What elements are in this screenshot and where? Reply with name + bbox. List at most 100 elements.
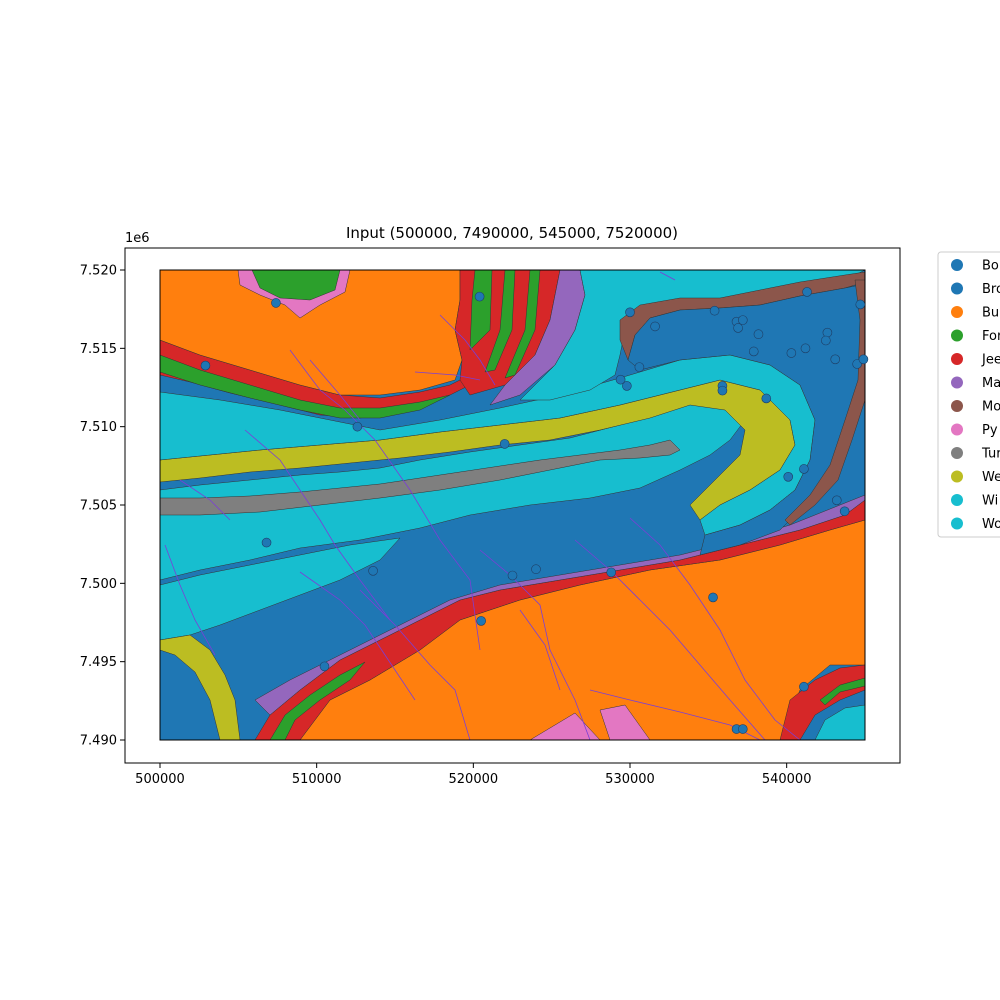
y-offset-label: 1e6 — [125, 231, 150, 246]
legend-label: Mo — [982, 400, 1000, 415]
data-point — [799, 681, 809, 692]
y-tick-label: 7.500 — [80, 577, 117, 592]
legend-label: Jee — [981, 353, 1000, 368]
data-point — [606, 567, 617, 578]
data-point — [802, 287, 812, 297]
legend-label: Tur — [981, 447, 1000, 462]
unit-py-south2 — [599, 704, 651, 740]
y-tick-label: 7.515 — [80, 342, 117, 357]
data-point — [650, 321, 660, 332]
unit-for-se — [819, 677, 865, 706]
legend-label: Bo — [982, 259, 999, 274]
legend-marker — [951, 282, 963, 295]
legend-label: Bu — [982, 306, 999, 321]
unit-for-nc2 — [484, 270, 516, 373]
unit-mo-e — [784, 279, 865, 526]
data-point — [615, 374, 626, 385]
y-tick-label: 7.505 — [80, 499, 117, 514]
data-point — [831, 495, 842, 506]
legend: Bo Bro Bu For Jee Ma Mo Py Tur We Wi Wo — [937, 251, 1000, 538]
data-point — [839, 506, 850, 517]
unit-for-south — [269, 661, 366, 740]
legend-marker — [951, 423, 963, 436]
x-tick-label: 540000 — [762, 772, 812, 787]
data-point — [319, 661, 330, 672]
data-point — [261, 537, 272, 548]
data-point — [368, 565, 378, 576]
unit-for-north — [251, 270, 341, 301]
data-point — [737, 724, 748, 734]
unit-wi-north — [160, 354, 816, 536]
y-tick-label: 7.495 — [80, 655, 117, 670]
legend-label: Bro — [982, 282, 1000, 297]
data-point — [507, 570, 518, 581]
data-point — [708, 592, 718, 603]
unit-tur — [160, 439, 681, 516]
legend-marker — [951, 494, 963, 506]
data-point — [474, 291, 485, 302]
legend-marker — [951, 306, 963, 318]
data-point — [622, 381, 632, 391]
unit-we-sw — [160, 634, 241, 740]
legend-marker — [951, 470, 963, 483]
data-point — [476, 616, 486, 626]
x-tick-label: 500000 — [135, 772, 185, 787]
legend-label: Py — [982, 423, 998, 438]
data-point — [830, 354, 841, 365]
points-layer — [200, 287, 869, 734]
data-point — [200, 360, 211, 371]
data-point — [753, 329, 764, 340]
data-point — [625, 307, 635, 318]
data-point — [858, 354, 869, 365]
data-point — [352, 421, 363, 432]
data-point — [737, 315, 748, 325]
y-tick-label: 7.510 — [80, 420, 117, 435]
legend-marker — [951, 353, 963, 365]
data-point — [499, 439, 510, 449]
legend-label: We — [982, 470, 1000, 485]
unit-for-nc — [469, 270, 493, 351]
data-point — [800, 343, 811, 354]
data-point — [531, 564, 541, 575]
data-point — [799, 464, 809, 474]
legend-marker — [951, 447, 963, 459]
chart-title: Input (500000, 7490000, 545000, 7520000) — [346, 224, 678, 242]
y-tick-label: 7.520 — [80, 264, 117, 279]
legend-marker — [951, 517, 963, 530]
data-point — [822, 327, 833, 338]
data-point — [786, 348, 797, 358]
legend-label: Wo — [982, 517, 1000, 532]
x-tick-label: 520000 — [449, 772, 499, 787]
legend-marker — [951, 376, 963, 389]
legend-entries: Bo Bro Bu For Jee Ma Mo Py Tur We Wi Wo — [951, 259, 1000, 532]
geology-map — [160, 270, 865, 740]
x-tick-label: 530000 — [605, 772, 655, 787]
legend-label: Wi — [982, 494, 998, 509]
legend-label: Ma — [982, 376, 1000, 391]
axes-layer: 500000 510000 520000 530000 540000 7.490 7.495… — [80, 264, 812, 788]
data-point — [717, 385, 728, 396]
unit-for-nw — [160, 354, 451, 419]
data-point — [783, 471, 794, 482]
data-point — [748, 346, 759, 357]
unit-wi-se — [814, 704, 865, 740]
legend-marker — [951, 259, 963, 271]
data-point — [821, 335, 831, 346]
unit-py-south — [529, 712, 601, 740]
data-point — [271, 298, 281, 308]
fault-lines — [164, 271, 801, 740]
map-border — [159, 269, 866, 741]
y-tick-label: 7.490 — [80, 734, 117, 749]
x-tick-label: 510000 — [292, 772, 342, 787]
data-point — [634, 362, 645, 372]
legend-box — [937, 251, 1000, 538]
unit-wi-sw — [160, 537, 401, 641]
legend-label: For — [982, 329, 1000, 344]
data-point — [855, 299, 866, 310]
data-point — [761, 393, 772, 404]
data-point — [733, 323, 743, 333]
legend-marker — [951, 400, 963, 412]
data-point — [709, 305, 720, 316]
legend-marker — [951, 329, 963, 342]
